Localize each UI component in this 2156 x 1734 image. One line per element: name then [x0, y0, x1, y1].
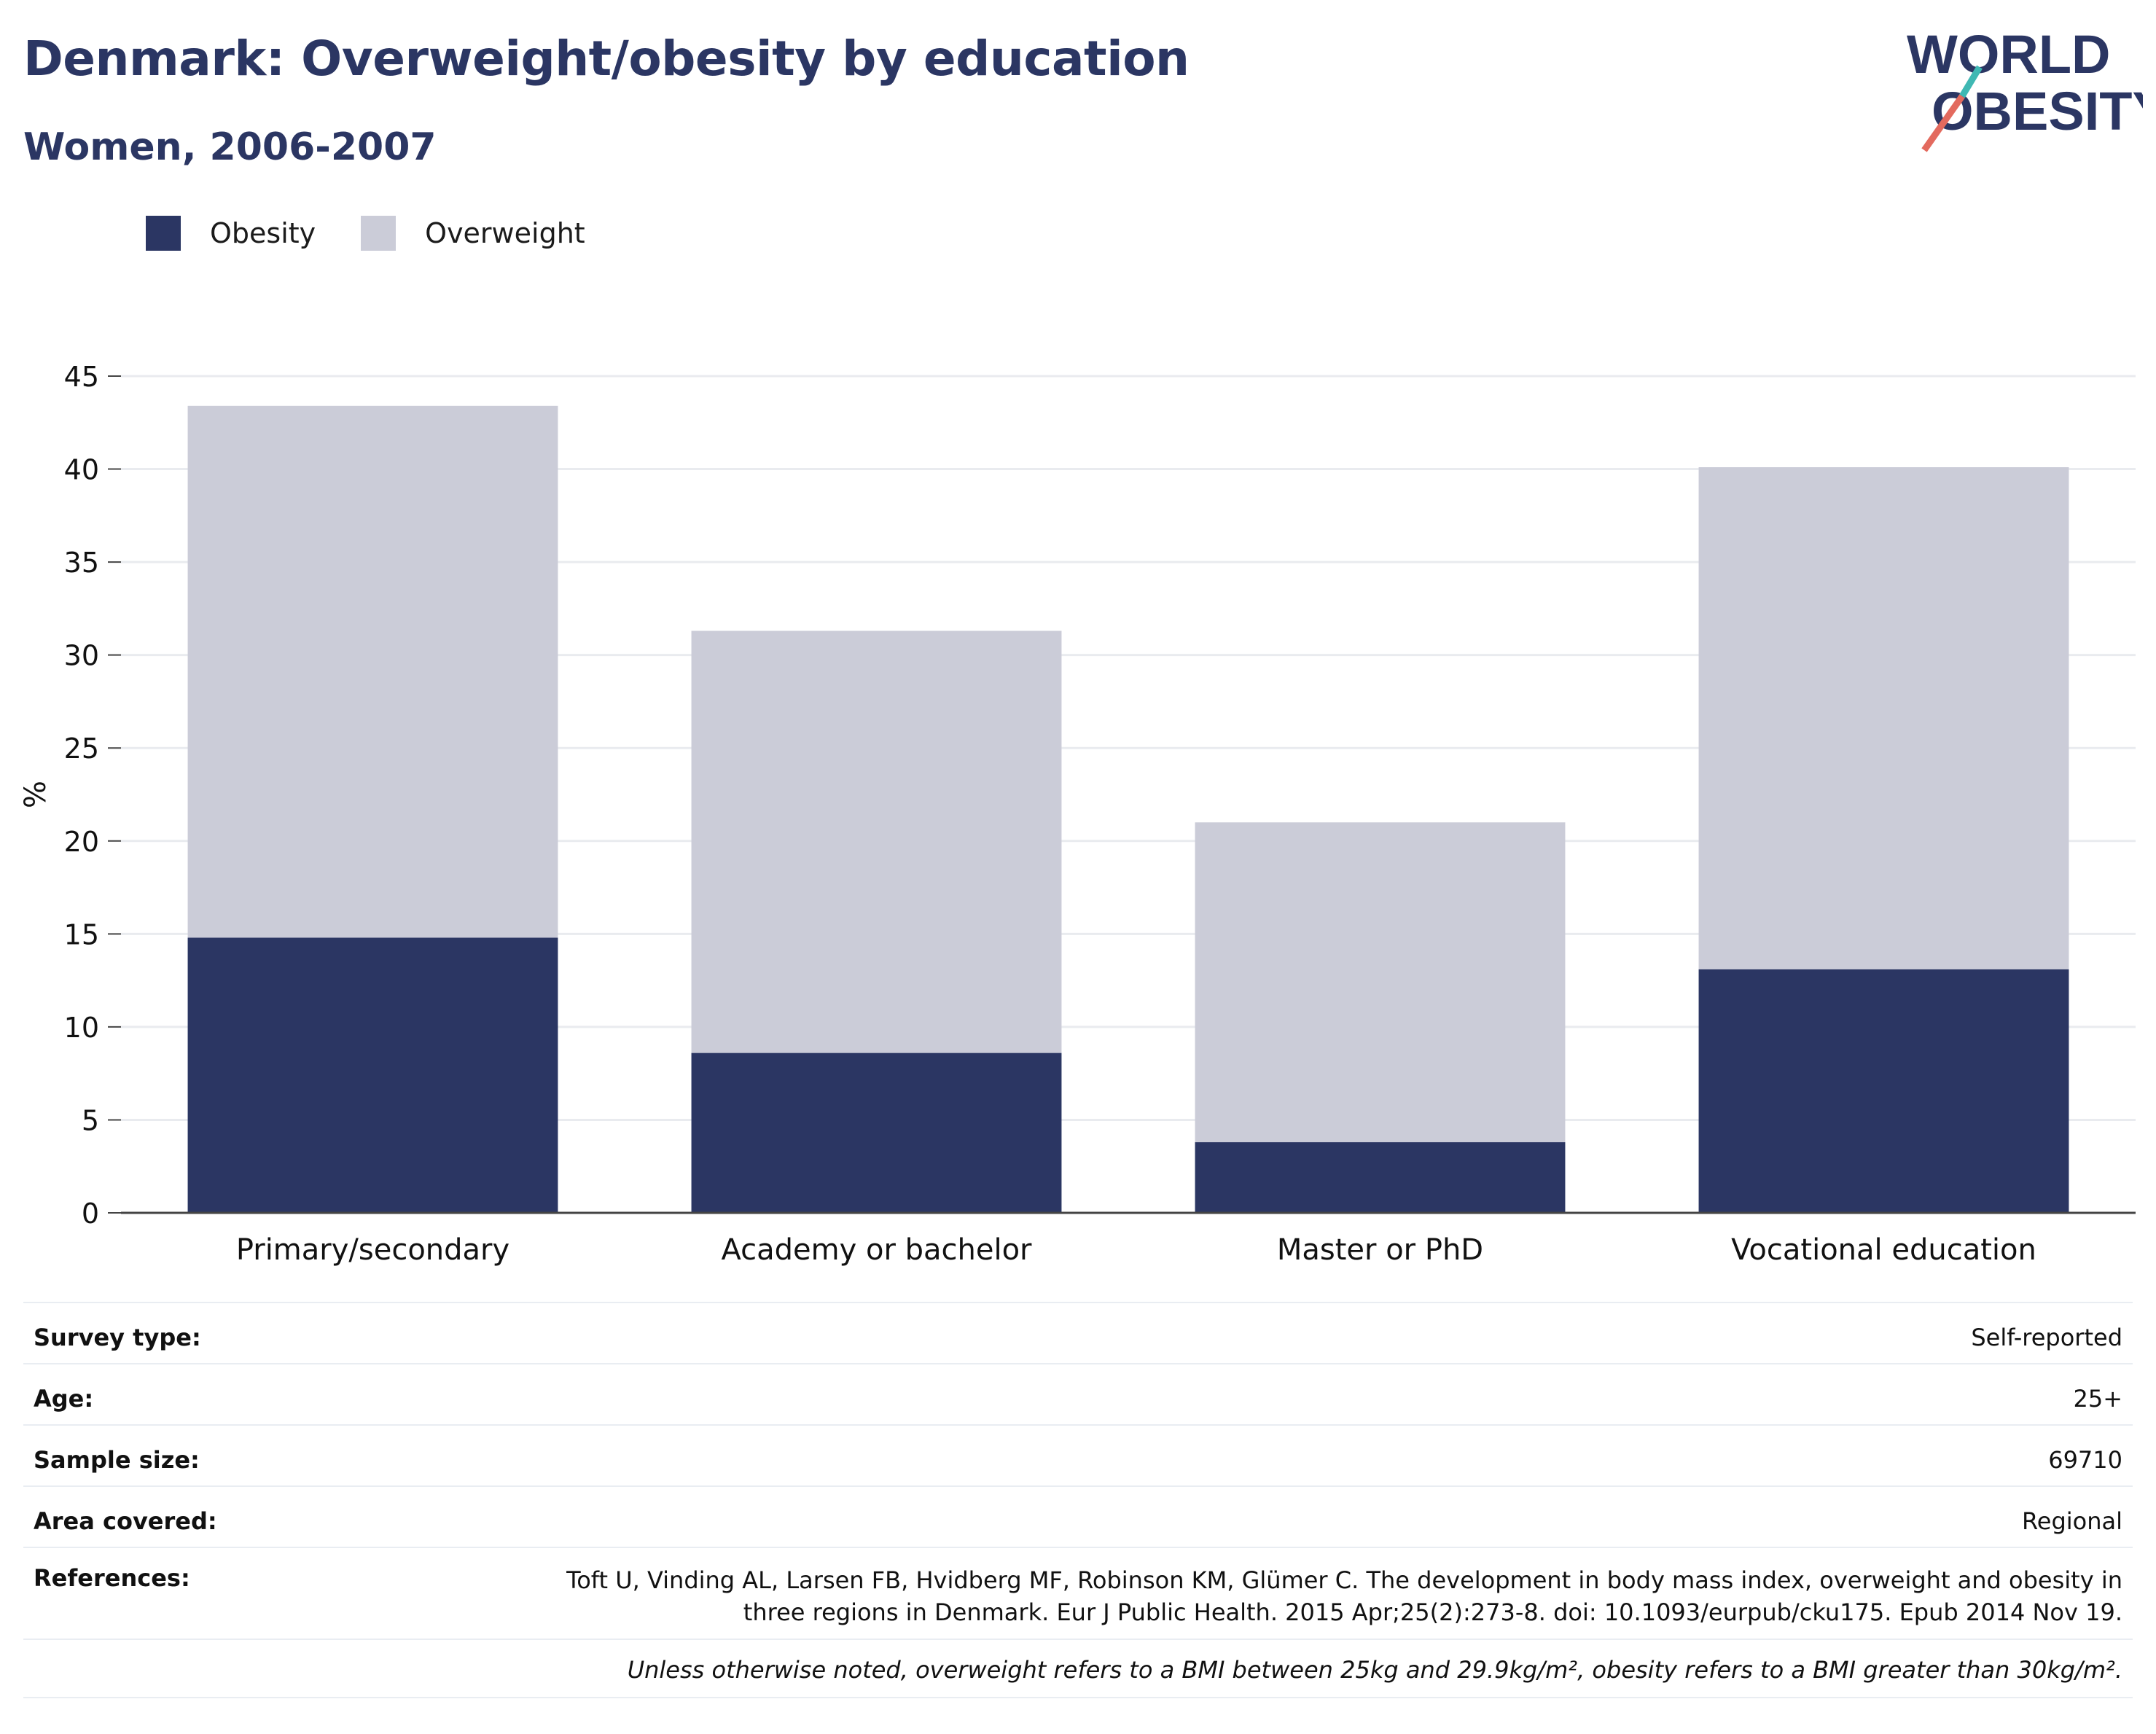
info-label: References:: [34, 1564, 190, 1592]
chart-subtitle: Women, 2006-2007: [23, 125, 437, 169]
bar-overweight-academy-or-bachelor: [691, 630, 1062, 1053]
y-tick-label: 10: [64, 1012, 99, 1044]
info-value: Regional: [2021, 1507, 2122, 1535]
info-value: 69710: [2048, 1446, 2122, 1474]
y-tick-label: 35: [64, 547, 99, 579]
info-label: Area covered:: [34, 1507, 217, 1535]
y-tick-label: 0: [82, 1198, 99, 1230]
y-tick-label: 5: [82, 1104, 99, 1136]
bar-obesity-vocational-education: [1698, 969, 2069, 1213]
info-label: Age:: [34, 1385, 94, 1413]
bar-overweight-vocational-education: [1698, 467, 2069, 969]
world-obesity-logo: WORLD OBESITY: [1907, 24, 2143, 152]
legend-label-obesity: Obesity: [210, 217, 316, 249]
legend-item-overweight: Overweight: [361, 216, 585, 251]
y-tick-label: 40: [64, 454, 99, 486]
info-row-references: References: Toft U, Vinding AL, Larsen F…: [23, 1547, 2133, 1639]
survey-info-table: Survey type: Self-reported Age: 25+ Samp…: [23, 1302, 2133, 1698]
info-row-sample-size: Sample size: 69710: [23, 1424, 2133, 1485]
chart-title: Denmark: Overweight/obesity by education: [23, 31, 1190, 87]
bar-obesity-academy-or-bachelor: [691, 1052, 1062, 1213]
info-row-age: Age: 25+: [23, 1363, 2133, 1424]
y-tick-label: 15: [64, 918, 99, 950]
bar-overweight-primary-secondary: [187, 405, 558, 938]
info-row-area-covered: Area covered: Regional: [23, 1485, 2133, 1547]
x-tick-label: Vocational education: [1731, 1233, 2036, 1267]
info-row-survey-type: Survey type: Self-reported: [23, 1302, 2133, 1363]
references-text: Toft U, Vinding AL, Larsen FB, Hvidberg …: [566, 1566, 2122, 1626]
chart-legend: Obesity Overweight: [146, 216, 630, 251]
x-tick-label: Master or PhD: [1277, 1233, 1483, 1267]
info-label: Survey type:: [34, 1324, 201, 1351]
y-axis-label: %: [19, 781, 52, 808]
bmi-definition-note: Unless otherwise noted, overweight refer…: [23, 1639, 2133, 1698]
logo-line1: WORLD: [1907, 24, 2111, 85]
info-value: Self-reported: [1971, 1324, 2122, 1351]
legend-label-overweight: Overweight: [425, 217, 585, 249]
legend-swatch-obesity: [146, 216, 181, 251]
legend-item-obesity: Obesity: [146, 216, 316, 251]
info-value: 25+: [2073, 1385, 2122, 1413]
bar-overweight-master-or-phd: [1195, 822, 1566, 1143]
y-tick-label: 20: [64, 826, 99, 858]
y-tick-label: 30: [64, 640, 99, 672]
legend-swatch-overweight: [361, 216, 397, 251]
bar-obesity-primary-secondary: [187, 937, 558, 1213]
x-tick-label: Academy or bachelor: [721, 1233, 1032, 1267]
y-tick-label: 45: [64, 361, 99, 393]
y-tick-label: 25: [64, 733, 99, 765]
info-label: Sample size:: [34, 1446, 200, 1474]
stacked-bar-chart: 0 5 10 15 20 25 30 35 40 45 Primary/secondary Acad…: [19, 361, 2136, 1267]
bar-obesity-master-or-phd: [1195, 1142, 1566, 1213]
x-tick-label: Primary/secondary: [236, 1233, 509, 1267]
